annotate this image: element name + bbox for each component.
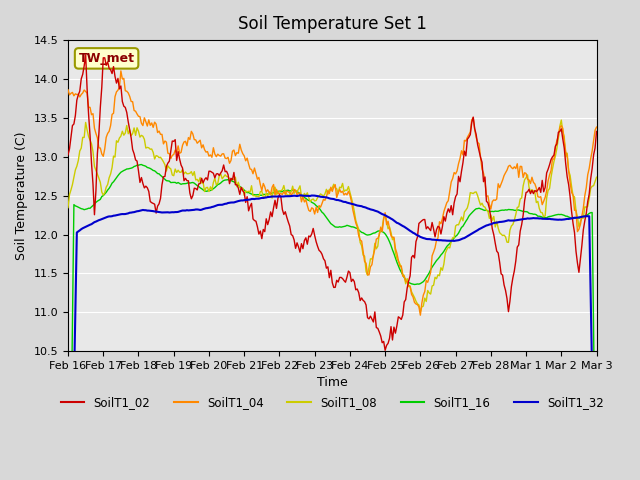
- Legend: SoilT1_02, SoilT1_04, SoilT1_08, SoilT1_16, SoilT1_32: SoilT1_02, SoilT1_04, SoilT1_08, SoilT1_…: [56, 391, 609, 414]
- Y-axis label: Soil Temperature (C): Soil Temperature (C): [15, 132, 28, 260]
- Title: Soil Temperature Set 1: Soil Temperature Set 1: [238, 15, 427, 33]
- X-axis label: Time: Time: [317, 376, 348, 389]
- Text: TW_met: TW_met: [79, 52, 134, 65]
